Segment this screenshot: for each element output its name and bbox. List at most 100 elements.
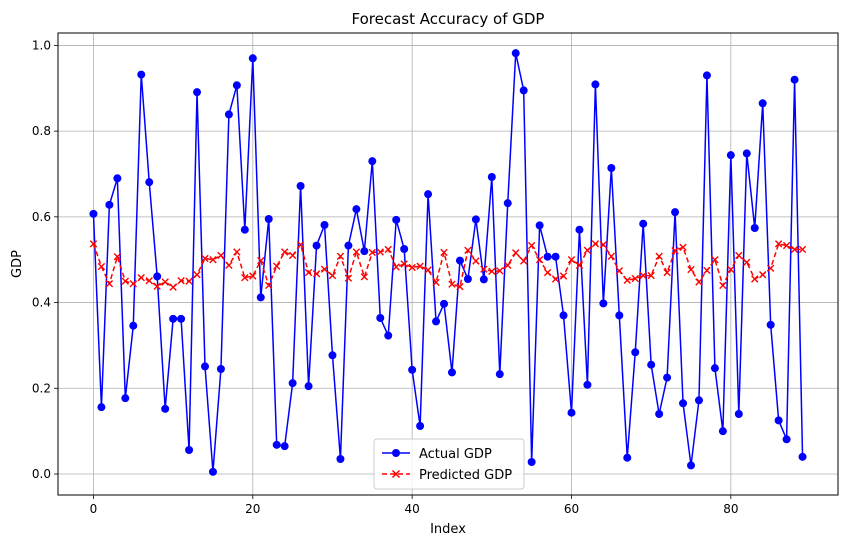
data-point bbox=[447, 368, 456, 377]
data-point bbox=[121, 394, 130, 403]
x-axis-label: Index bbox=[430, 522, 466, 537]
data-point bbox=[758, 99, 767, 108]
data-point bbox=[145, 277, 153, 285]
data-point bbox=[551, 275, 560, 283]
data-point bbox=[225, 261, 233, 269]
data-point bbox=[344, 274, 353, 282]
data-point bbox=[519, 257, 528, 265]
data-point bbox=[647, 360, 656, 369]
data-point bbox=[121, 277, 130, 285]
data-point bbox=[161, 278, 169, 286]
data-point bbox=[543, 268, 552, 277]
data-point bbox=[344, 241, 353, 250]
data-point bbox=[567, 256, 576, 264]
data-point bbox=[264, 215, 273, 223]
data-point bbox=[790, 75, 799, 84]
data-point bbox=[575, 261, 584, 269]
data-point bbox=[320, 265, 329, 273]
data-point bbox=[113, 253, 122, 261]
data-point bbox=[193, 271, 201, 279]
data-point bbox=[392, 263, 400, 271]
data-point bbox=[280, 248, 289, 256]
series-line bbox=[92, 243, 803, 288]
y-axis: 0.0 0.2 0.4 0.6 0.8 1.0 bbox=[32, 38, 58, 481]
data-point bbox=[655, 252, 663, 260]
data-point bbox=[727, 265, 735, 274]
data-point bbox=[177, 314, 186, 323]
data-point bbox=[687, 461, 696, 470]
data-point bbox=[209, 256, 217, 264]
data-point bbox=[161, 404, 170, 413]
data-point bbox=[312, 270, 321, 278]
data-point bbox=[440, 248, 448, 257]
data-point bbox=[360, 273, 369, 281]
data-point bbox=[583, 380, 592, 389]
data-point bbox=[774, 416, 783, 425]
data-point bbox=[591, 80, 600, 89]
data-point bbox=[694, 396, 703, 405]
data-point bbox=[535, 256, 544, 264]
data-point bbox=[169, 314, 178, 323]
data-point bbox=[288, 379, 297, 388]
data-point bbox=[257, 256, 265, 265]
data-point bbox=[583, 246, 592, 254]
data-point bbox=[424, 266, 432, 274]
legend: Actual GDP Predicted GDP bbox=[373, 438, 525, 490]
data-point bbox=[201, 254, 209, 263]
data-point bbox=[631, 274, 639, 283]
data-point bbox=[224, 110, 233, 119]
data-point bbox=[671, 208, 680, 217]
data-point bbox=[153, 282, 161, 290]
data-point bbox=[185, 446, 194, 454]
data-point bbox=[599, 299, 608, 308]
data-point bbox=[488, 267, 496, 275]
y-axis-label: GDP bbox=[10, 250, 25, 278]
data-point bbox=[280, 442, 289, 451]
data-point bbox=[153, 272, 162, 281]
data-point bbox=[408, 365, 417, 374]
series-layer bbox=[89, 49, 807, 476]
data-point bbox=[718, 427, 727, 436]
data-point bbox=[726, 151, 735, 160]
data-point bbox=[734, 410, 743, 418]
data-point bbox=[216, 365, 225, 373]
data-point bbox=[464, 246, 472, 254]
data-point bbox=[456, 283, 464, 291]
data-point bbox=[400, 260, 408, 268]
x-tick-label: 80 bbox=[723, 502, 738, 516]
x-tick-label: 20 bbox=[245, 502, 260, 516]
data-point bbox=[591, 240, 600, 248]
data-point bbox=[145, 178, 154, 187]
data-point bbox=[416, 262, 424, 270]
data-point bbox=[233, 248, 241, 256]
data-point bbox=[607, 164, 616, 172]
data-point bbox=[639, 219, 648, 228]
data-point bbox=[647, 271, 655, 280]
data-point bbox=[376, 248, 384, 256]
data-point bbox=[304, 382, 313, 391]
data-point bbox=[312, 241, 321, 250]
data-point bbox=[735, 251, 743, 260]
data-point bbox=[742, 149, 751, 158]
data-point bbox=[503, 199, 512, 208]
data-point bbox=[703, 266, 711, 275]
data-point bbox=[432, 278, 440, 287]
data-point bbox=[232, 81, 241, 90]
data-point bbox=[455, 256, 464, 265]
data-point bbox=[782, 241, 791, 250]
data-point bbox=[551, 252, 560, 261]
data-point bbox=[663, 373, 672, 382]
legend-marker-predicted bbox=[391, 469, 401, 479]
x-tick-label: 60 bbox=[564, 502, 579, 516]
data-point bbox=[265, 281, 273, 290]
data-point bbox=[384, 245, 392, 254]
data-point bbox=[599, 241, 608, 249]
data-point bbox=[607, 252, 616, 260]
data-point bbox=[384, 331, 393, 340]
legend-box bbox=[373, 438, 525, 490]
data-point bbox=[368, 248, 377, 257]
legend-label-actual: Actual GDP bbox=[419, 447, 492, 462]
data-point bbox=[790, 245, 799, 254]
data-point bbox=[719, 281, 727, 290]
